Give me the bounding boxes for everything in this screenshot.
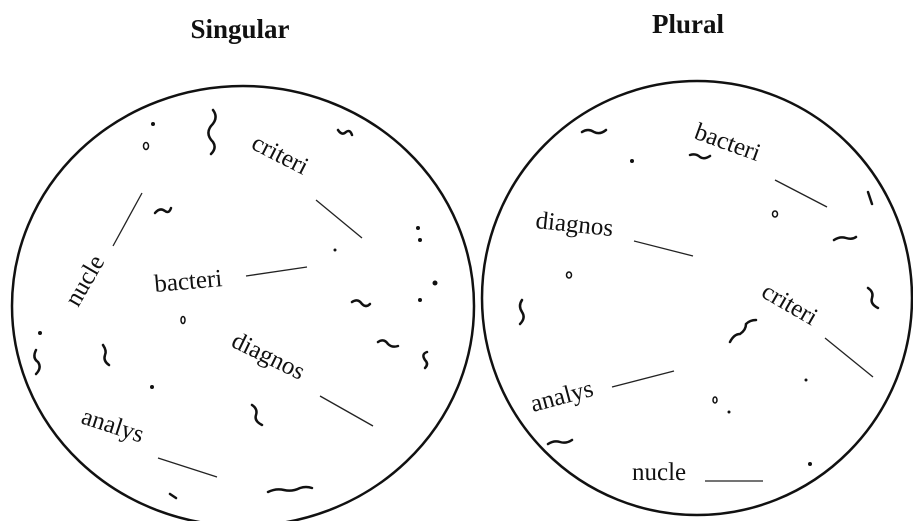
- word: analys: [78, 403, 147, 448]
- word: bacteri: [691, 118, 764, 167]
- decoration: [33, 108, 880, 500]
- blank-line: [611, 370, 675, 388]
- blank-line: [245, 266, 308, 277]
- word: diagnos: [534, 207, 614, 242]
- panel-title: Singular: [190, 14, 289, 44]
- word: criteri: [757, 278, 822, 331]
- word: analys: [528, 375, 597, 418]
- word: diagnos: [227, 327, 309, 385]
- blank-line: [157, 457, 218, 478]
- circle: [480, 79, 913, 517]
- blank-line: [824, 337, 874, 378]
- blank-line: [112, 192, 143, 247]
- word: bacteri: [153, 265, 223, 298]
- blank-line: [319, 395, 374, 427]
- blank-line: [633, 240, 694, 257]
- word: nucle: [632, 459, 686, 486]
- blank-line: [774, 179, 828, 208]
- word: nucle: [60, 251, 110, 311]
- blank-line: [315, 199, 363, 239]
- panel-title: Plural: [652, 9, 724, 39]
- circle: [10, 84, 476, 521]
- word: criteri: [247, 129, 312, 180]
